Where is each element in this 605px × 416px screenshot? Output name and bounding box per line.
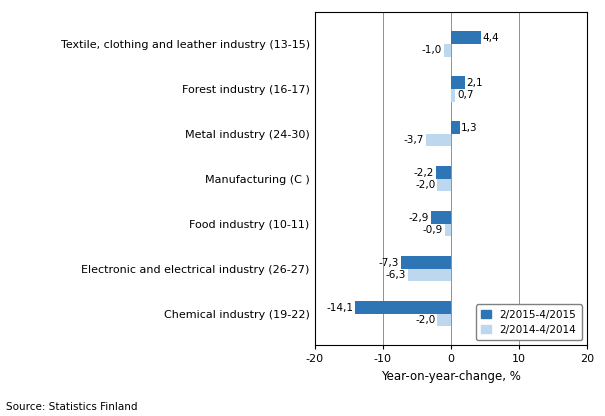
Bar [451,89,456,102]
Text: -2,0: -2,0 [415,315,436,325]
Bar [444,44,451,57]
Text: 1,3: 1,3 [461,123,478,133]
Bar [401,256,451,269]
Bar [451,121,460,134]
Text: -7,3: -7,3 [379,258,399,267]
Text: -2,2: -2,2 [414,168,434,178]
Text: -6,3: -6,3 [386,270,406,280]
Bar [436,166,451,179]
Bar [437,179,451,191]
Text: 4,4: 4,4 [482,33,499,43]
Bar [408,269,451,281]
Bar [431,211,451,224]
Text: -3,7: -3,7 [404,135,424,145]
Text: -0,9: -0,9 [423,225,443,235]
Text: -2,0: -2,0 [415,180,436,190]
Bar [355,301,451,314]
Text: 2,1: 2,1 [466,78,483,88]
Text: -2,9: -2,9 [409,213,430,223]
Bar [451,31,480,44]
Bar [445,224,451,236]
Text: 0,7: 0,7 [457,90,474,100]
Legend: 2/2015-4/2015, 2/2014-4/2014: 2/2015-4/2015, 2/2014-4/2014 [476,305,581,340]
Text: Source: Statistics Finland: Source: Statistics Finland [6,402,137,412]
Bar [425,134,451,146]
Bar [451,77,465,89]
Text: -1,0: -1,0 [422,45,442,55]
Text: -14,1: -14,1 [326,302,353,312]
Bar [437,314,451,327]
X-axis label: Year-on-year-change, %: Year-on-year-change, % [381,370,521,383]
